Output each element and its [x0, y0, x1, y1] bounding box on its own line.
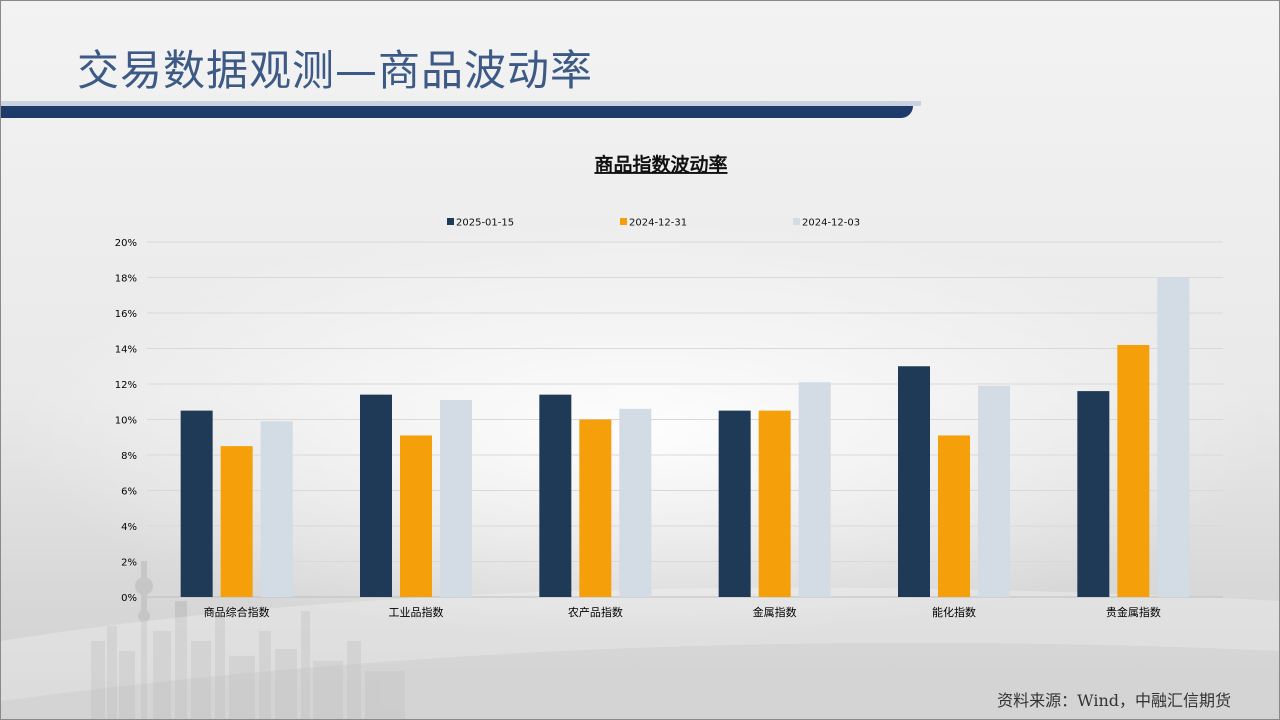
bar: [938, 435, 970, 597]
bars: [180, 277, 1190, 597]
x-tick-label: 能化指数: [932, 605, 976, 619]
x-axis-ticks: 商品综合指数 工业品指数 农产品指数 金属指数 能化指数 贵金属指数: [204, 605, 1161, 619]
bar: [220, 446, 253, 597]
bar: [539, 394, 572, 597]
bar: [180, 410, 213, 597]
source-note: 资料来源：Wind，中融汇信期货: [997, 691, 1231, 710]
x-tick-label: 商品综合指数: [204, 605, 270, 619]
bar: [360, 394, 392, 597]
bar: [978, 385, 1010, 597]
bar: [400, 435, 432, 597]
bar: [898, 366, 930, 597]
legend-swatch: [620, 218, 627, 225]
y-tick-label: 12%: [115, 380, 137, 391]
y-tick-label: 2%: [121, 558, 137, 569]
bar: [440, 399, 472, 597]
y-tick-label: 4%: [121, 522, 137, 533]
bar: [758, 410, 791, 597]
grid-lines: [147, 241, 1223, 598]
chart-title: 商品指数波动率: [594, 153, 727, 176]
bar: [1117, 344, 1150, 597]
legend: 2025-01-15 2024-12-31 2024-12-03: [447, 218, 860, 229]
bar: [1157, 277, 1190, 597]
page-title: 交易数据观测—商品波动率: [77, 46, 594, 95]
y-tick-label: 6%: [121, 487, 137, 498]
y-tick-label: 18%: [115, 274, 137, 285]
legend-swatch: [793, 218, 800, 225]
legend-label: 2025-01-15: [456, 218, 514, 229]
bar: [579, 419, 612, 597]
bar: [798, 382, 831, 597]
y-tick-label: 0%: [121, 593, 137, 604]
y-axis-ticks: 0% 2% 4% 6% 8% 10% 12% 14% 16% 18% 20%: [115, 238, 137, 604]
x-tick-label: 农产品指数: [568, 605, 623, 619]
x-tick-label: 贵金属指数: [1106, 605, 1161, 619]
title-underline-light: [1, 101, 921, 106]
legend-label: 2024-12-31: [629, 218, 687, 229]
bar: [619, 408, 652, 597]
skyline-decoration: [91, 561, 405, 719]
y-tick-label: 14%: [115, 345, 137, 356]
y-tick-label: 8%: [121, 451, 137, 462]
y-tick-label: 10%: [115, 416, 137, 427]
title-underline-bar: [1, 106, 913, 118]
bar: [260, 421, 293, 597]
legend-label: 2024-12-03: [802, 218, 860, 229]
bar: [1077, 391, 1110, 597]
y-tick-label: 20%: [115, 238, 137, 249]
y-tick-label: 16%: [115, 309, 137, 320]
bar: [718, 410, 751, 597]
legend-swatch: [447, 218, 454, 225]
x-tick-label: 工业品指数: [389, 605, 444, 619]
x-tick-label: 金属指数: [753, 605, 797, 619]
